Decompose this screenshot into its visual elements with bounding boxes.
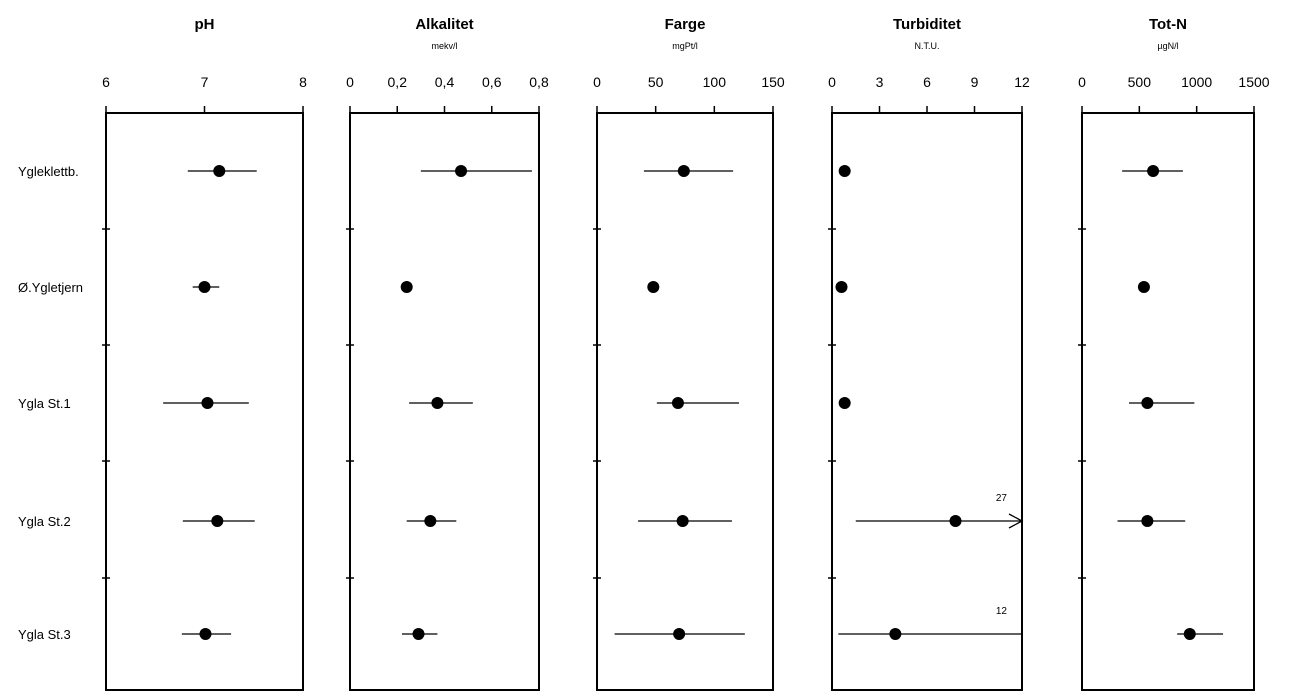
data-point [213, 165, 226, 177]
panel-title: Alkalitet [415, 16, 473, 33]
data-point [1141, 515, 1154, 527]
x-tick-label: 50 [648, 74, 664, 90]
panel-unit: N.T.U. [914, 41, 939, 51]
data-point [673, 628, 686, 640]
range-annotation: 27 [996, 493, 1008, 504]
data-point [424, 515, 437, 527]
panel-unit: mekv/l [431, 41, 457, 51]
data-point [211, 515, 224, 527]
x-tick-label: 6 [102, 74, 110, 90]
data-point [1183, 628, 1196, 640]
panel-frame [349, 112, 540, 691]
station-labels: Ygleklettb. Ø.Ygletjern Ygla St.1 Ygla St.2… [18, 164, 83, 642]
data-point [400, 281, 413, 293]
arrow-head [1008, 513, 1024, 529]
station-label: Ygla St.2 [18, 514, 71, 529]
panel-frame [596, 112, 774, 691]
data-point [835, 281, 848, 293]
x-tick-label: 100 [703, 74, 727, 90]
station-label: Ygla St.3 [18, 627, 71, 642]
panel-4: Tot-N µgN/l 0 500 1000 1500 [1078, 16, 1270, 691]
panel-title: pH [195, 16, 215, 33]
x-tick-label: 150 [761, 74, 785, 90]
data-point [1147, 165, 1160, 177]
x-tick-label: 3 [876, 74, 884, 90]
panel-0: pH 6 7 8 [102, 16, 307, 691]
station-label: Ø.Ygletjern [18, 280, 83, 295]
station-label: Ygla St.1 [18, 396, 71, 411]
data-point [838, 397, 851, 409]
x-tick-label: 0,8 [529, 74, 549, 90]
data-point [201, 397, 214, 409]
data-point [671, 397, 684, 409]
x-tick-label: 0 [1078, 74, 1086, 90]
x-tick-label: 0 [828, 74, 836, 90]
panel-1: Alkalitet mekv/l 0 0,2 0,4 0,6 0,8 [346, 16, 549, 691]
panel-2: Farge mgPt/l 0 50 100 150 [593, 16, 785, 691]
data-point [889, 628, 902, 640]
data-point [1141, 397, 1154, 409]
x-tick-label: 0 [346, 74, 354, 90]
data-point [647, 281, 660, 293]
x-tick-label: 6 [923, 74, 931, 90]
data-point [198, 281, 211, 293]
data-point [676, 515, 689, 527]
data-point [199, 628, 212, 640]
panel-unit: µgN/l [1157, 41, 1178, 51]
x-tick-label: 7 [201, 74, 209, 90]
x-tick-label: 0,6 [482, 74, 502, 90]
data-point [949, 515, 962, 527]
panel-frame [1081, 112, 1255, 691]
panel-title: Turbiditet [893, 16, 961, 33]
panel-unit: mgPt/l [672, 41, 698, 51]
data-point [677, 165, 690, 177]
x-tick-label: 9 [971, 74, 979, 90]
x-tick-label: 1000 [1181, 74, 1212, 90]
range-annotation: 12 [996, 606, 1008, 617]
x-tick-label: 0,2 [388, 74, 408, 90]
x-tick-label: 500 [1128, 74, 1152, 90]
x-tick-label: 8 [299, 74, 307, 90]
x-tick-label: 0 [593, 74, 601, 90]
data-point [1137, 281, 1150, 293]
x-tick-label: 1500 [1238, 74, 1269, 90]
data-point [431, 397, 444, 409]
panel-title: Tot-N [1149, 16, 1187, 33]
panel-frame [831, 112, 1023, 691]
station-label: Ygleklettb. [18, 164, 79, 179]
x-tick-label: 12 [1014, 74, 1030, 90]
chart-panels: pH 6 7 8 Alkalitet mekv/l 0 0,2 0,4 0,6 0,8 Farge mg… [102, 16, 1270, 691]
panel-title: Farge [665, 16, 706, 33]
panel-3: Turbiditet N.T.U. 0 3 6 9 12 27 12 [828, 16, 1030, 691]
data-point [412, 628, 425, 640]
x-tick-label: 0,4 [435, 74, 455, 90]
data-point [455, 165, 468, 177]
data-point [838, 165, 851, 177]
